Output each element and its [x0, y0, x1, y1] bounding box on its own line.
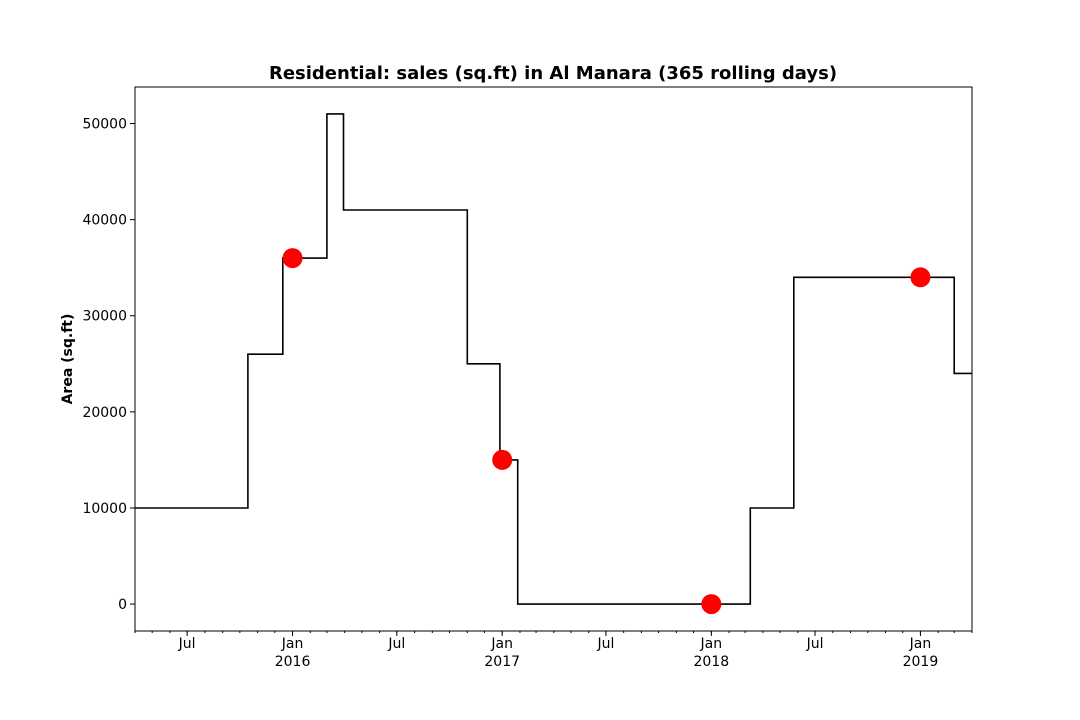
x-tick-label: Jul: [387, 636, 405, 652]
x-tick-label: Jan: [490, 636, 513, 652]
x-tick-label: Jul: [178, 636, 196, 652]
data-point: [282, 248, 303, 269]
x-tick-year-label: 2019: [903, 654, 939, 670]
x-tick-label: Jan: [281, 636, 304, 652]
data-point: [492, 449, 513, 470]
y-tick-label: 40000: [82, 213, 127, 229]
y-tick-label: 10000: [82, 501, 127, 517]
plot-frame: [134, 86, 973, 632]
x-tick-label: Jan: [700, 636, 723, 652]
x-tick-year-label: 2017: [484, 654, 520, 670]
y-tick-label: 50000: [82, 117, 127, 133]
x-tick-label: Jan: [909, 636, 932, 652]
x-tick-year-label: 2016: [275, 654, 311, 670]
x-tick-year-label: 2018: [694, 654, 730, 670]
y-tick-label: 0: [118, 597, 127, 613]
plot-area: 0 10000 20000 30000 40000 50000 Jul Jan 2016 Jul J…: [82, 113, 973, 670]
chart-title: Residential: sales (sq.ft) in Al Manara …: [269, 63, 837, 84]
y-tick-label: 20000: [82, 405, 127, 421]
series-line: [135, 113, 972, 605]
y-tick-label: 30000: [82, 309, 127, 325]
x-tick-label: Jul: [596, 636, 614, 652]
x-tick-label: Jul: [806, 636, 824, 652]
y-axis-label: Area (sq.ft): [60, 314, 76, 405]
data-point: [701, 594, 722, 615]
data-point: [910, 267, 931, 288]
